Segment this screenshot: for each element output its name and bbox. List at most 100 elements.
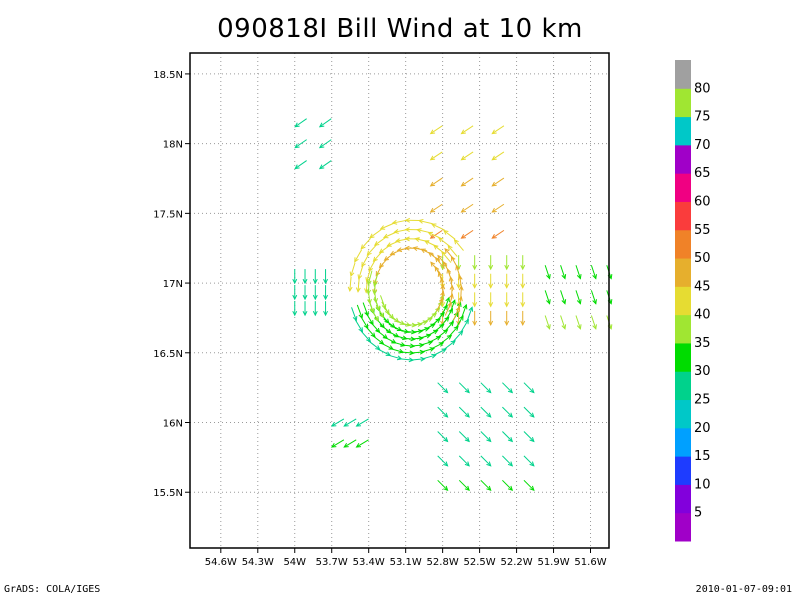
wind-vector-head xyxy=(427,317,434,322)
wind-vector-head xyxy=(292,310,298,317)
wind-vector-head xyxy=(375,271,381,277)
wind-vector-shaft xyxy=(491,125,505,134)
wind-vector xyxy=(323,269,329,285)
wind-vector-shaft xyxy=(361,253,370,267)
wind-vector-shaft xyxy=(437,479,448,491)
wind-vector-shaft xyxy=(369,229,382,239)
wind-vector-shaft xyxy=(360,315,369,329)
wind-vector-shaft xyxy=(502,382,513,393)
wind-vector xyxy=(375,304,384,318)
wind-vector-head xyxy=(592,299,597,305)
wind-vector-head xyxy=(561,324,567,330)
wind-vector-head xyxy=(429,129,436,135)
wind-vector-shaft xyxy=(458,406,470,418)
wind-vector-shaft xyxy=(444,248,455,260)
wind-vector xyxy=(430,342,445,350)
wind-vector-head xyxy=(486,461,492,467)
wind-vector xyxy=(439,316,450,328)
colorbar: 5 10 15 20 25 30 35 40 45 50 55 60 65 70 75 80 xyxy=(675,60,711,542)
wind-vector xyxy=(429,125,443,135)
wind-vector-head xyxy=(378,248,385,254)
wind-vector-head xyxy=(486,485,492,491)
wind-vector-head xyxy=(488,320,494,327)
wind-vector xyxy=(520,292,526,308)
wind-vector-head xyxy=(386,242,392,247)
wind-vector-shaft xyxy=(590,290,597,304)
wind-vector xyxy=(292,301,298,317)
wind-vector xyxy=(294,118,307,128)
wind-vector-shaft xyxy=(375,329,388,339)
wind-vector xyxy=(378,256,390,269)
wind-vector xyxy=(349,262,356,278)
wind-vector-head xyxy=(486,412,492,418)
wind-vector-shaft xyxy=(422,323,436,331)
wind-vector xyxy=(437,479,449,491)
colorbar-label: 15 xyxy=(694,449,711,464)
colorbar-swatch xyxy=(675,314,691,344)
wind-vector-head xyxy=(468,306,474,312)
wind-vector-shaft xyxy=(439,335,452,345)
wind-vector-head xyxy=(389,250,396,256)
wind-vector xyxy=(460,151,474,161)
wind-vector xyxy=(523,406,535,418)
wind-vector-head xyxy=(422,320,429,325)
wind-vector-head xyxy=(453,239,459,245)
wind-vector-head xyxy=(404,236,410,242)
wind-vector xyxy=(365,326,376,338)
wind-vector-shaft xyxy=(370,308,379,321)
wind-vector-head xyxy=(347,286,353,293)
wind-vector-shaft xyxy=(461,304,467,319)
wind-vector-shaft xyxy=(354,319,363,332)
wind-vector-shaft xyxy=(360,330,371,342)
wind-vector xyxy=(575,290,582,305)
wind-vector xyxy=(523,431,535,443)
wind-vector xyxy=(444,247,455,260)
wind-vector-head xyxy=(410,336,416,342)
wind-vector xyxy=(452,330,464,342)
wind-vector xyxy=(351,307,358,322)
wind-vector-head xyxy=(373,241,380,246)
wind-vector-shaft xyxy=(343,439,357,448)
wind-vector-head xyxy=(369,233,375,239)
wind-vector xyxy=(472,292,478,308)
wind-vector-head xyxy=(488,283,494,289)
wind-vector-shaft xyxy=(523,431,535,442)
colorbar-label: 20 xyxy=(694,421,711,436)
wind-vector xyxy=(292,269,298,285)
wind-vector xyxy=(480,406,492,418)
wind-vector xyxy=(491,229,505,239)
wind-vector-head xyxy=(358,327,364,333)
wind-vector-head xyxy=(455,306,461,312)
wind-vector xyxy=(354,249,363,263)
wind-vector-head xyxy=(429,207,436,213)
wind-vector-shaft xyxy=(357,277,360,292)
wind-vector xyxy=(480,455,492,467)
wind-vector-head xyxy=(443,461,449,467)
wind-vector-head xyxy=(488,264,494,271)
wind-vector-shaft xyxy=(366,244,378,256)
wind-vector-head xyxy=(443,436,449,443)
wind-vector-shaft xyxy=(452,330,463,342)
wind-vector-shaft xyxy=(294,118,307,128)
wind-vector xyxy=(502,479,514,491)
wind-vector-head xyxy=(443,229,449,235)
wind-vector-head xyxy=(330,442,337,448)
wind-vector-shaft xyxy=(375,304,384,318)
wind-vector xyxy=(437,254,448,267)
wind-vector xyxy=(443,320,455,333)
wind-vector-shaft xyxy=(451,256,459,270)
wind-vector-head xyxy=(451,299,456,305)
wind-vector-head xyxy=(459,315,464,321)
wind-vector xyxy=(437,406,449,418)
plot-frame xyxy=(189,52,610,549)
wind-vector-shaft xyxy=(441,251,452,263)
wind-vector-head xyxy=(361,261,366,268)
y-tick-label: 18N xyxy=(163,140,183,151)
wind-vector xyxy=(355,439,369,448)
colorbar-swatch xyxy=(675,258,691,287)
wind-vector xyxy=(430,223,445,231)
wind-vector xyxy=(520,310,526,327)
wind-vector-shaft xyxy=(523,479,535,491)
wind-vector xyxy=(460,125,474,135)
y-tick-label: 18.5N xyxy=(153,70,183,81)
